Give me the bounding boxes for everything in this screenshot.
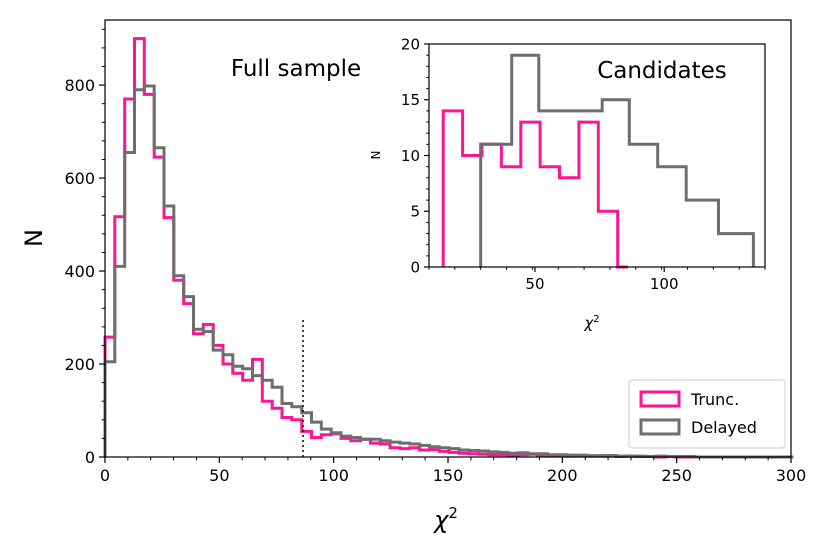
full-sample-annotation: Full sample [231,56,361,82]
inset-ytick-label: 5 [410,203,420,221]
main-xtick-label: 200 [547,466,578,485]
legend-box [628,379,786,449]
inset-ytick-label: 10 [401,147,420,165]
main-ytick-label: 0 [85,448,95,467]
main-xtick-label: 300 [776,466,807,485]
main-ylabel: N [20,229,48,247]
main-ytick-label: 800 [64,76,95,95]
legend-swatch-trunc [639,390,681,408]
inset-ytick-label: 0 [410,258,420,276]
main-xtick-label: 150 [433,466,464,485]
candidates-annotation: Candidates [597,58,727,84]
inset-series-trunc [441,109,628,269]
inset-xlabel: χ2 [583,314,599,332]
main-xtick-label: 0 [100,466,110,485]
inset-xtick-label: 100 [650,275,679,293]
main-ytick-label: 400 [64,262,95,281]
main-ytick-label: 200 [64,355,95,374]
main-series-delayed [103,84,794,459]
main-ytick-label: 600 [64,169,95,188]
inset-ytick-label: 20 [401,35,420,53]
legend-label-delayed: Delayed [691,418,757,437]
main-xtick-label: 50 [209,466,229,485]
main-series-group [103,37,794,459]
inset-series-group [441,53,755,269]
inset-plot: 50 100 0 5 10 15 20 Candidates χ2 N [369,35,766,332]
legend: Trunc. Delayed [628,379,786,449]
inset-ytick-label: 15 [401,91,420,109]
legend-swatch-delayed [639,418,681,436]
inset-ticks: 50 100 0 5 10 15 20 [401,35,766,293]
inset-series-delayed [479,53,755,267]
main-xtick-label: 250 [661,466,692,485]
main-xlabel: χ2 [432,504,458,534]
inset-xtick-label: 50 [525,275,544,293]
inset-ylabel: N [369,151,383,160]
legend-label-trunc: Trunc. [690,390,739,409]
main-xtick-label: 100 [318,466,349,485]
